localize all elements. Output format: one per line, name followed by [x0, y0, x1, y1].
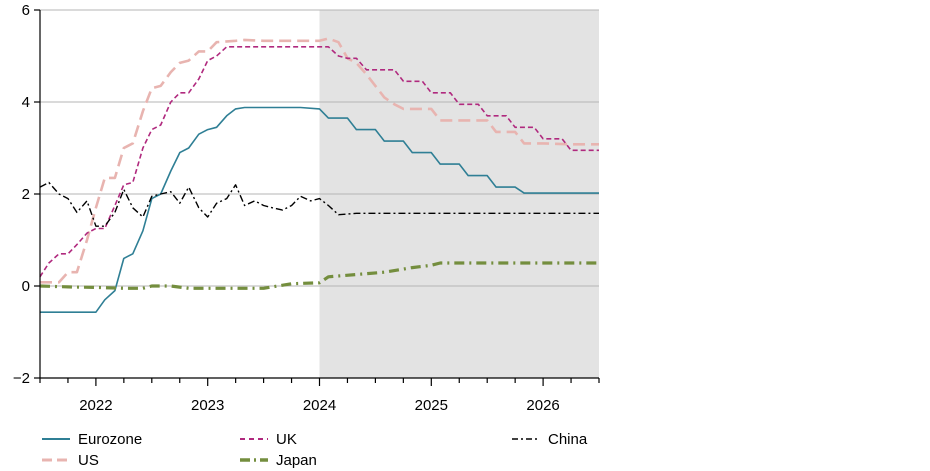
grid-lines — [40, 9, 599, 287]
legend-swatch-japan — [240, 458, 268, 462]
x-tick-label: 2022 — [79, 397, 112, 414]
y-tick-label: 4 — [22, 94, 30, 111]
x-tick-label: 2025 — [415, 397, 448, 414]
series-layer — [39, 37, 599, 314]
legend-label-eurozone: Eurozone — [78, 430, 143, 448]
legend-label-japan: Japan — [276, 451, 317, 469]
x-tick-label: 2026 — [526, 397, 559, 414]
x-tick-label: 2024 — [303, 397, 336, 414]
legend-item-uk: UK — [240, 429, 297, 449]
legend-item-japan: Japan — [240, 450, 317, 470]
legend-label-us: US — [78, 451, 99, 469]
y-axis-tick-labels: 6 4 2 0 −2 — [13, 2, 40, 387]
y-tick-label: 0 — [22, 278, 30, 295]
series-line-eurozone — [40, 106, 599, 314]
y-tick-label: −2 — [13, 370, 30, 387]
legend-swatch-uk — [240, 438, 268, 440]
y-tick-label: 2 — [22, 186, 30, 203]
rates-line-chart: 6 4 2 0 −2 2022 2023 2024 2025 2026 — [13, 2, 600, 414]
y-tick-label: 6 — [22, 2, 30, 19]
series-line-us — [40, 37, 599, 284]
x-tick-label: 2023 — [191, 397, 224, 414]
x-axis-tick-labels: 2022 2023 2024 2025 2026 — [39, 378, 600, 414]
chart-legend: Eurozone UK China US Japan — [0, 425, 930, 471]
legend-label-uk: UK — [276, 430, 297, 448]
series-line-china — [39, 181, 599, 227]
series-line-uk — [39, 45, 599, 278]
legend-label-china: China — [548, 430, 588, 448]
legend-item-eurozone: Eurozone — [42, 429, 142, 449]
legend-item-china: China — [512, 429, 587, 449]
legend-swatch-us — [42, 458, 70, 462]
legend-swatch-eurozone — [42, 438, 70, 440]
legend-item-us: US — [42, 450, 99, 470]
legend-swatch-china — [512, 438, 540, 440]
series-line-japan — [39, 261, 599, 290]
